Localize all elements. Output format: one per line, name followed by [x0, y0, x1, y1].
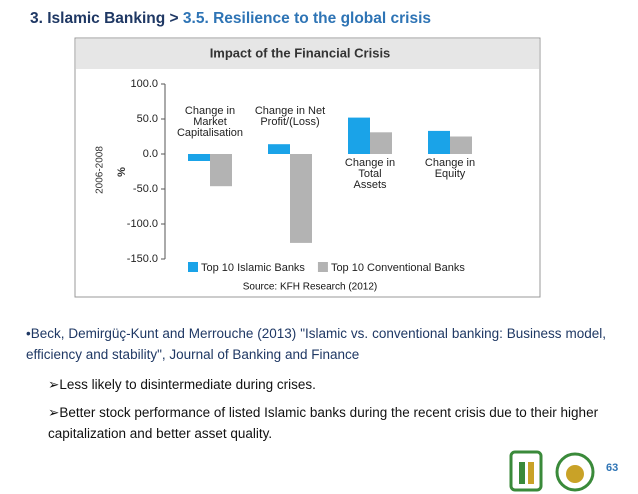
legend-swatch [188, 262, 198, 272]
y-tick-label: 100.0 [130, 78, 158, 90]
bar [450, 136, 472, 154]
point: Better stock performance of listed Islam… [48, 402, 608, 444]
bar [370, 132, 392, 154]
title: 3.5. Resilience to the global crisis [182, 10, 432, 27]
category-label-box: Change in Net Profit/(Loss) [254, 106, 326, 128]
bar [210, 154, 232, 187]
reference: •Beck, Demirgüç-Kunt and Merrouche (2013… [26, 326, 606, 362]
category-label-box: Change in Market Capitalisation [176, 106, 244, 139]
bar [428, 130, 450, 154]
page-number: 63 [606, 462, 619, 474]
bar [268, 144, 290, 154]
period-label: 2006-2008 [95, 146, 106, 194]
legend-label: Top 10 Islamic Banks [201, 262, 305, 274]
point: Less likely to disintermediate during cr… [48, 374, 316, 395]
title-band [76, 39, 539, 69]
legend-swatch [317, 262, 328, 272]
bar [348, 117, 370, 154]
category-label: Change in Total Assets [344, 158, 396, 191]
category-label: Change in Equity [424, 158, 476, 180]
category-label-box: Change in Equity [424, 158, 476, 180]
y-tick-label: -150.0 [127, 253, 158, 265]
category-label-box: Change in Total Assets [344, 158, 396, 191]
category-label: Change in Market Capitalisation [176, 106, 244, 139]
y-tick-label: 50.0 [137, 113, 158, 125]
y-tick-label: 0.0 [143, 148, 158, 160]
source: Source: KFH Research (2012) [243, 282, 378, 293]
header: 3. Islamic Banking > 3.5. Resilience to … [30, 10, 431, 28]
y-tick-label: -100.0 [127, 218, 158, 230]
y-tick-label: -50.0 [133, 183, 158, 195]
bar [188, 154, 210, 161]
bar [290, 154, 312, 243]
chart-title: Impact of the Financial Crisis [210, 45, 391, 60]
legend-label: Top 10 Conventional Banks [331, 262, 465, 274]
y-label: % [116, 167, 128, 177]
section: 3. Islamic Banking > [30, 10, 179, 27]
category-label: Change in Net Profit/(Loss) [254, 106, 326, 128]
